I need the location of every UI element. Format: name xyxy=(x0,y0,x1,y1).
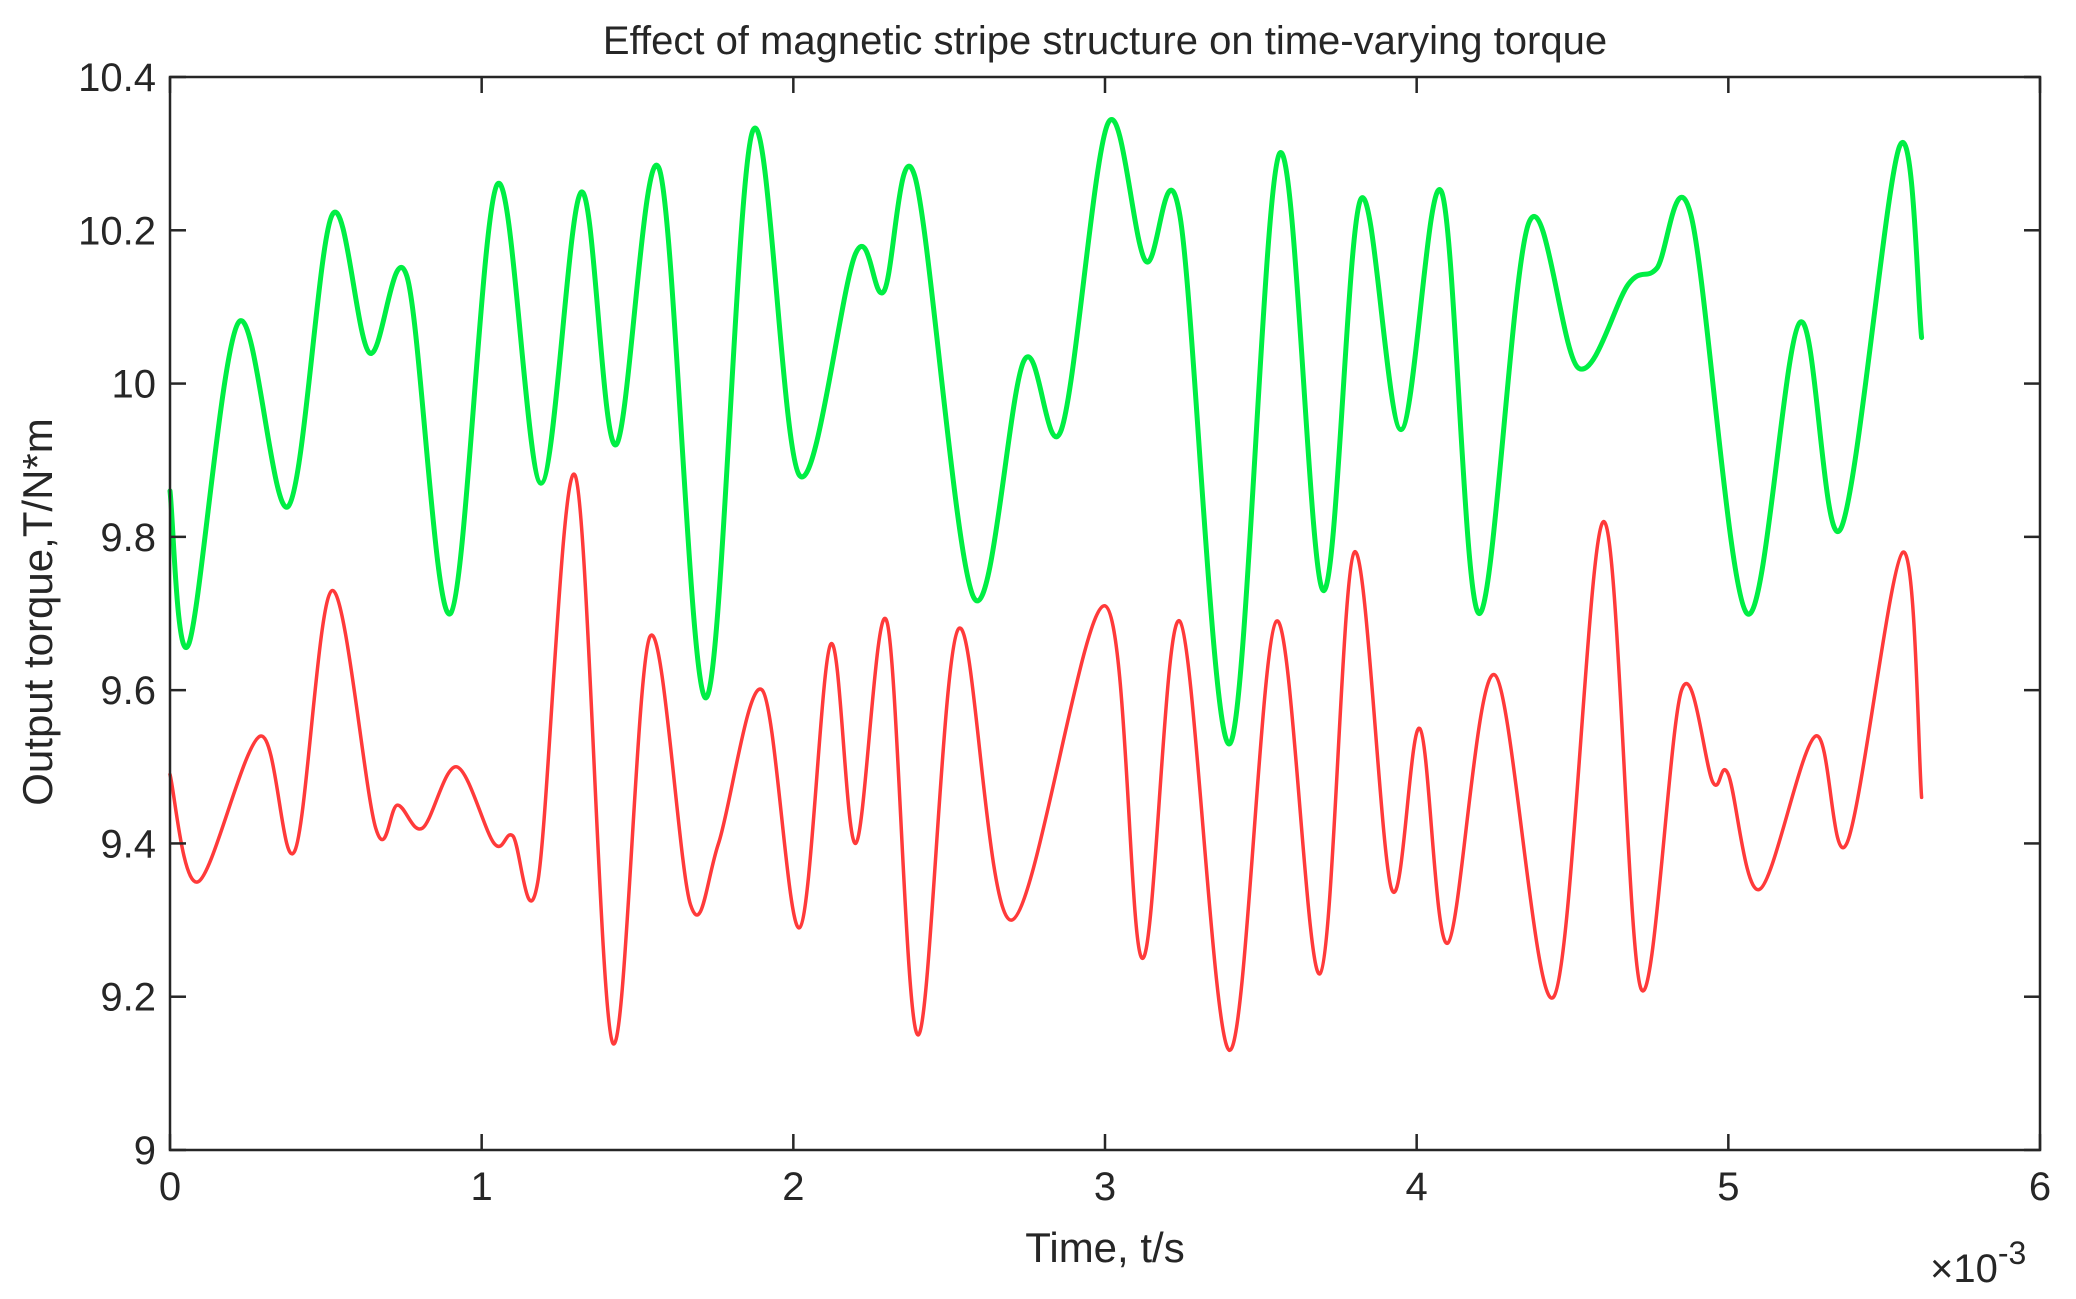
red-torque-series-line xyxy=(168,472,1924,1053)
x-tick-label: 6 xyxy=(2029,1165,2051,1209)
axis-ticks-group: 0 1 2 3 4 5 6 9 9.2 9.4 9.6 9.8 10 10.2 10.4 xyxy=(78,56,2051,1209)
x-axis-exponent: ×10-3 xyxy=(1930,1235,2026,1291)
green-torque-series-line xyxy=(167,117,1925,747)
x-tick-label: 2 xyxy=(782,1165,804,1209)
x-tick-label: 4 xyxy=(1406,1165,1428,1209)
y-axis-label: Output torque,T/N*m xyxy=(14,418,61,806)
x-axis-exponent-base: ×10 xyxy=(1930,1247,1998,1291)
y-tick-label: 9.8 xyxy=(100,516,156,560)
x-tick-label: 1 xyxy=(471,1165,493,1209)
y-tick-label: 9.2 xyxy=(100,976,156,1020)
y-tick-label: 10.2 xyxy=(78,209,156,253)
data-series-group xyxy=(167,117,1925,1053)
x-axis-exponent-power: -3 xyxy=(1998,1235,2026,1271)
x-axis-label: Time, t/s xyxy=(1025,1224,1184,1271)
y-tick-label: 10.4 xyxy=(78,56,156,100)
y-tick-label: 10 xyxy=(112,363,157,407)
x-tick-label: 5 xyxy=(1717,1165,1739,1209)
chart-title: Effect of magnetic stripe structure on t… xyxy=(603,19,1607,63)
y-tick-label: 9.4 xyxy=(100,822,156,866)
y-tick-label: 9 xyxy=(134,1129,156,1173)
x-tick-label: 0 xyxy=(159,1165,181,1209)
x-tick-label: 3 xyxy=(1094,1165,1116,1209)
y-tick-label: 9.6 xyxy=(100,669,156,713)
